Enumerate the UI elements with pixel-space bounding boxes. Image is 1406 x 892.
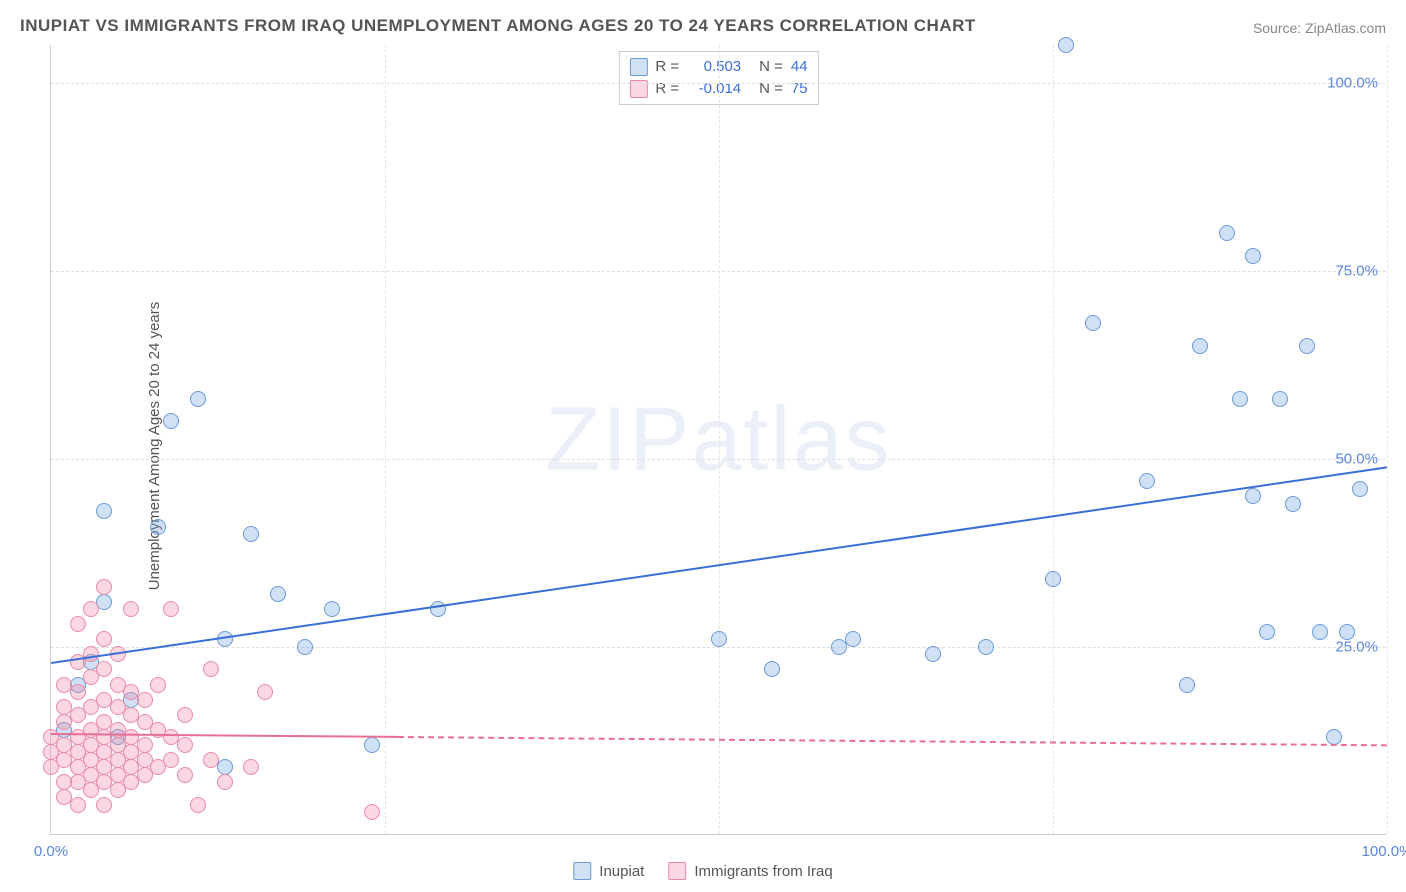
r-label: R =	[655, 56, 679, 78]
data-point	[163, 413, 179, 429]
data-point	[83, 601, 99, 617]
data-point	[1045, 571, 1061, 587]
legend-swatch	[668, 862, 686, 880]
legend-label: Inupiat	[599, 863, 644, 880]
n-label: N =	[759, 78, 783, 100]
y-tick-label: 50.0%	[1335, 450, 1378, 467]
gridline-v	[1053, 45, 1054, 834]
gridline-v	[719, 45, 720, 834]
r-label: R =	[655, 78, 679, 100]
data-point	[177, 737, 193, 753]
data-point	[70, 797, 86, 813]
data-point	[1339, 624, 1355, 640]
data-point	[203, 661, 219, 677]
y-tick-label: 75.0%	[1335, 262, 1378, 279]
data-point	[190, 391, 206, 407]
data-point	[96, 503, 112, 519]
data-point	[364, 737, 380, 753]
data-point	[177, 707, 193, 723]
y-tick-label: 100.0%	[1327, 74, 1378, 91]
data-point	[1245, 488, 1261, 504]
data-point	[1352, 481, 1368, 497]
data-point	[137, 692, 153, 708]
legend-label: Immigrants from Iraq	[694, 863, 832, 880]
y-tick-label: 25.0%	[1335, 638, 1378, 655]
data-point	[925, 646, 941, 662]
data-point	[1272, 391, 1288, 407]
data-point	[243, 526, 259, 542]
data-point	[1179, 677, 1195, 693]
n-label: N =	[759, 56, 783, 78]
chart-container: INUPIAT VS IMMIGRANTS FROM IRAQ UNEMPLOY…	[0, 0, 1406, 892]
data-point	[217, 774, 233, 790]
r-value: -0.014	[687, 78, 741, 100]
data-point	[150, 519, 166, 535]
legend-item: Inupiat	[573, 862, 644, 880]
legend-item: Immigrants from Iraq	[668, 862, 832, 880]
data-point	[1085, 315, 1101, 331]
data-point	[96, 661, 112, 677]
data-point	[764, 661, 780, 677]
data-point	[70, 684, 86, 700]
n-value: 75	[791, 78, 808, 100]
data-point	[243, 759, 259, 775]
legend-swatch	[629, 58, 647, 76]
data-point	[190, 797, 206, 813]
n-value: 44	[791, 56, 808, 78]
regression-line	[398, 736, 1387, 746]
data-point	[203, 752, 219, 768]
data-point	[1285, 496, 1301, 512]
data-point	[324, 601, 340, 617]
data-point	[1058, 37, 1074, 53]
data-point	[123, 601, 139, 617]
data-point	[257, 684, 273, 700]
x-tick-label: 0.0%	[34, 843, 68, 860]
watermark-thin: atlas	[691, 389, 891, 489]
data-point	[163, 601, 179, 617]
plot-area: ZIPatlas R = 0.503 N = 44 R = -0.014 N = 75 25.…	[50, 45, 1386, 835]
data-point	[96, 579, 112, 595]
data-point	[177, 767, 193, 783]
r-value: 0.503	[687, 56, 741, 78]
data-point	[845, 631, 861, 647]
data-point	[1259, 624, 1275, 640]
data-point	[1232, 391, 1248, 407]
data-point	[1326, 729, 1342, 745]
data-point	[1192, 338, 1208, 354]
data-point	[1219, 225, 1235, 241]
data-point	[163, 752, 179, 768]
data-point	[1312, 624, 1328, 640]
gridline-v	[385, 45, 386, 834]
data-point	[364, 804, 380, 820]
data-point	[150, 677, 166, 693]
watermark-bold: ZIP	[545, 389, 691, 489]
data-point	[96, 631, 112, 647]
data-point	[978, 639, 994, 655]
source-label: Source: ZipAtlas.com	[1253, 20, 1386, 36]
data-point	[70, 616, 86, 632]
data-point	[297, 639, 313, 655]
chart-title: INUPIAT VS IMMIGRANTS FROM IRAQ UNEMPLOY…	[20, 16, 976, 36]
data-point	[137, 737, 153, 753]
legend-swatch	[573, 862, 591, 880]
data-point	[1299, 338, 1315, 354]
data-point	[96, 797, 112, 813]
data-point	[1245, 248, 1261, 264]
gridline-v	[1387, 45, 1388, 834]
data-point	[1139, 473, 1155, 489]
x-tick-label: 100.0%	[1362, 843, 1406, 860]
series-legend: Inupiat Immigrants from Iraq	[573, 862, 832, 880]
data-point	[711, 631, 727, 647]
data-point	[270, 586, 286, 602]
